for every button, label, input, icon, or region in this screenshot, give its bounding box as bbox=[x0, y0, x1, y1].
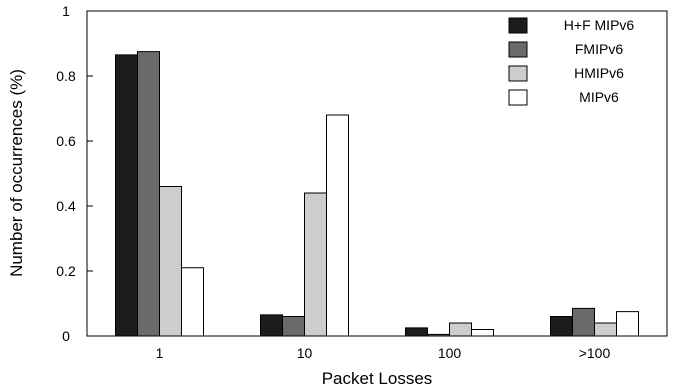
x-axis-title: Packet Losses bbox=[322, 369, 433, 388]
x-axis-ticks: 1 10 100 >100 bbox=[156, 330, 611, 361]
bar bbox=[550, 316, 573, 337]
bar bbox=[159, 186, 182, 337]
bar bbox=[181, 267, 204, 337]
x-tick-label: 1 bbox=[156, 345, 164, 361]
bar bbox=[572, 307, 595, 337]
bar bbox=[449, 322, 472, 337]
bar bbox=[405, 327, 428, 337]
bar bbox=[427, 333, 450, 337]
legend-swatch bbox=[508, 41, 528, 58]
bar bbox=[304, 192, 327, 337]
y-tick-label: 0.2 bbox=[56, 263, 76, 279]
legend-swatch bbox=[508, 89, 528, 106]
legend-label: H+F MIPv6 bbox=[564, 17, 635, 33]
bar bbox=[616, 311, 639, 337]
bars bbox=[115, 51, 639, 337]
y-tick-label: 0.8 bbox=[56, 68, 76, 84]
bar bbox=[260, 314, 283, 337]
legend-label: HMIPv6 bbox=[574, 65, 624, 81]
bar bbox=[115, 54, 138, 337]
y-tick-label: 0.6 bbox=[56, 133, 76, 149]
legend-label: MIPv6 bbox=[579, 89, 619, 105]
bar bbox=[594, 322, 617, 337]
legend-swatch bbox=[508, 65, 528, 82]
x-tick-label: 10 bbox=[297, 345, 313, 361]
legend: H+F MIPv6 FMIPv6 HMIPv6 MIPv6 bbox=[508, 17, 635, 106]
plot-frame bbox=[86, 10, 668, 337]
y-tick-label: 0 bbox=[62, 328, 70, 344]
bar bbox=[471, 329, 494, 337]
bar bbox=[326, 114, 349, 337]
bar bbox=[282, 316, 305, 337]
bar bbox=[137, 51, 160, 337]
x-tick-label: >100 bbox=[579, 345, 611, 361]
y-axis-ticks: 0 0.2 0.4 0.6 0.8 1 bbox=[56, 3, 93, 344]
x-tick-label: 100 bbox=[438, 345, 462, 361]
y-axis-title: Number of occurrences (%) bbox=[7, 69, 26, 277]
y-tick-label: 1 bbox=[62, 3, 70, 19]
y-tick-label: 0.4 bbox=[56, 198, 76, 214]
legend-label: FMIPv6 bbox=[575, 41, 623, 57]
legend-swatch bbox=[508, 17, 528, 34]
